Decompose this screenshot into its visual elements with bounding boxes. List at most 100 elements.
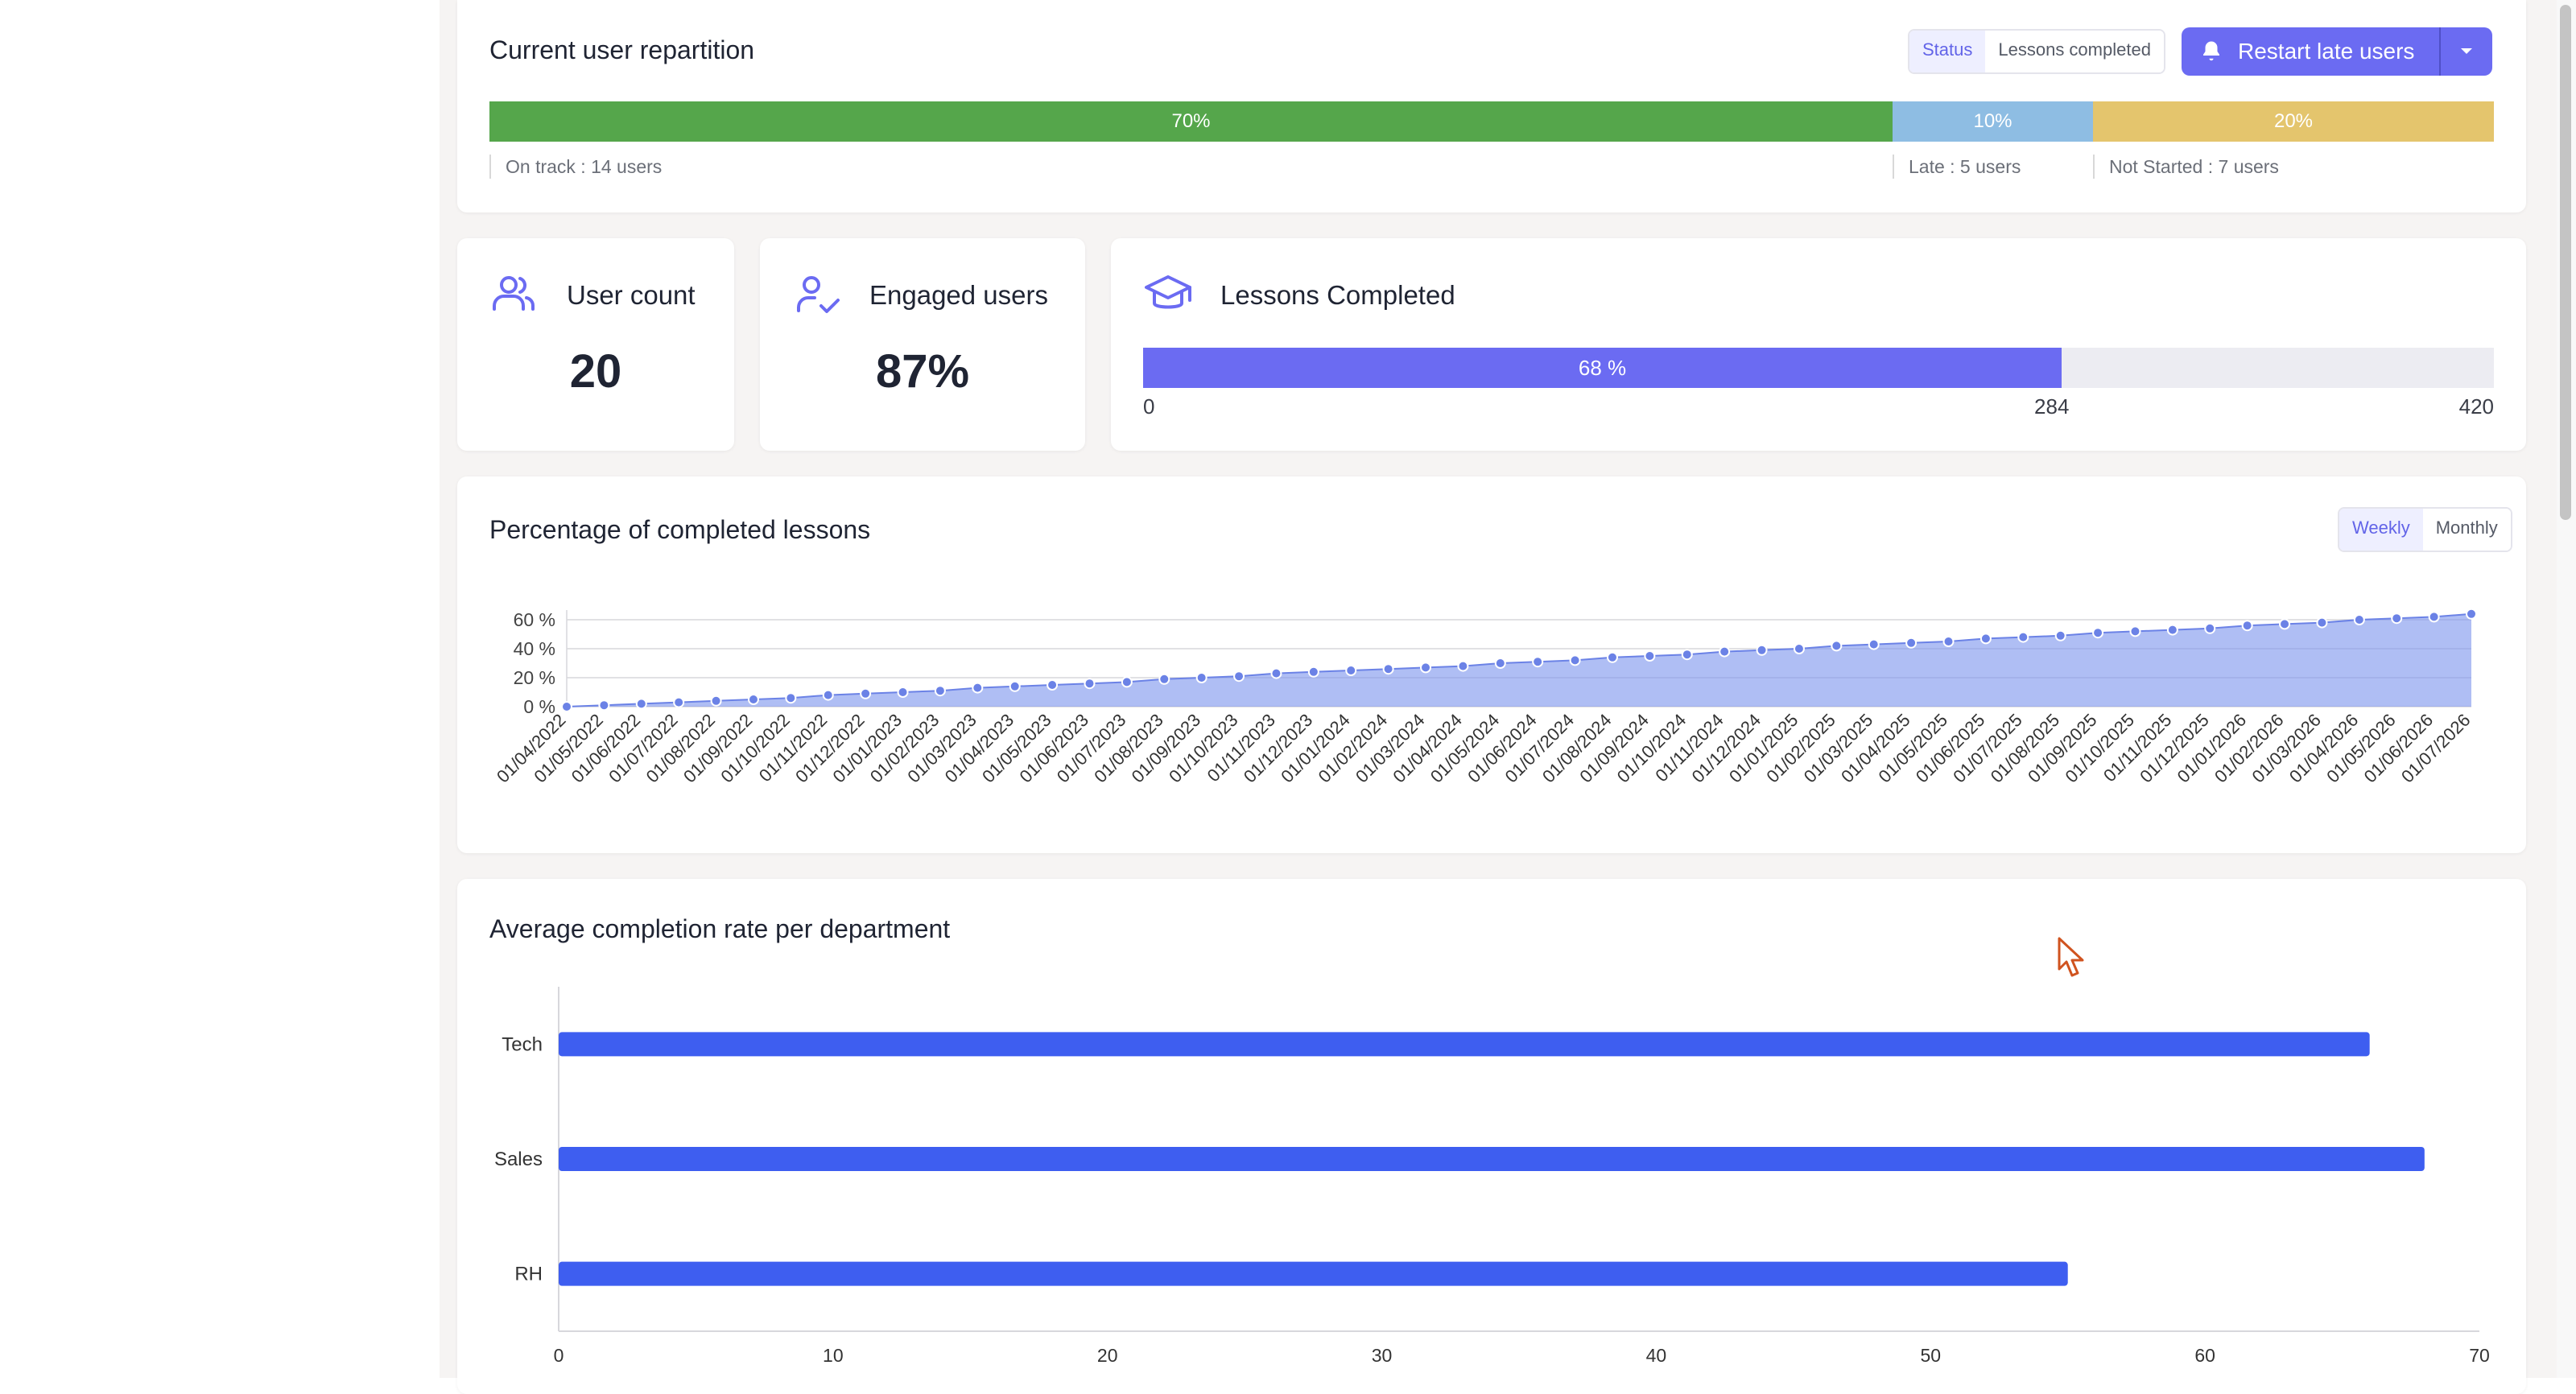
engaged-users-value: 87% <box>875 345 970 398</box>
tab-monthly[interactable]: Monthly <box>2422 509 2511 551</box>
progress-current-label: 284 <box>2034 394 2070 419</box>
department-completion-card: Average completion rate per department T… <box>457 879 2526 1394</box>
series-line <box>566 612 2472 707</box>
progress-max-label: 420 <box>2458 394 2494 419</box>
data-point <box>747 694 759 705</box>
department-chart-title: Average completion rate per department <box>489 914 951 943</box>
data-point <box>1644 650 1656 662</box>
data-point <box>1979 633 1992 645</box>
area-fill <box>567 613 2471 707</box>
data-point <box>1121 676 1133 688</box>
user-count-card: User count 20 <box>457 238 734 451</box>
tab-lessons-completed[interactable]: Lessons completed <box>1985 31 2164 72</box>
repartition-view-toggle: Status Lessons completed <box>1908 29 2165 74</box>
bar-sales <box>559 1147 2425 1171</box>
data-point <box>972 682 984 694</box>
data-point <box>1868 638 1880 650</box>
legend-late: Late : 5 users <box>1893 155 2021 179</box>
segment-late: 10% <box>1893 101 2093 142</box>
data-point <box>860 687 872 699</box>
data-point <box>598 699 610 711</box>
legend-not-started: Not Started : 7 users <box>2093 155 2279 179</box>
page-scrollbar[interactable] <box>2557 0 2576 1378</box>
data-point <box>1569 654 1581 666</box>
data-point <box>1009 680 1021 692</box>
data-point <box>2092 627 2104 639</box>
bell-icon <box>2199 39 2223 64</box>
user-repartition-card: Current user repartition Status Lessons … <box>457 0 2526 212</box>
data-point <box>2391 612 2403 625</box>
data-point <box>1532 656 1544 668</box>
category-label: Sales <box>494 1149 543 1170</box>
data-point <box>2129 625 2141 637</box>
completed-lessons-chart-title: Percentage of completed lessons <box>489 515 871 544</box>
repartition-stacked-bar: 70% 10% 20% <box>489 101 2494 142</box>
data-point <box>635 698 647 710</box>
category-label: RH <box>514 1264 543 1285</box>
data-point <box>2428 611 2440 623</box>
data-point <box>1942 636 1955 647</box>
lessons-completed-card: Lessons Completed 68 % 0 284 420 <box>1111 238 2526 451</box>
x-tick-label: 50 <box>1920 1345 1941 1366</box>
user-check-icon <box>795 275 840 320</box>
data-point <box>897 687 909 698</box>
data-point <box>2279 618 2291 630</box>
button-divider <box>2439 27 2441 76</box>
data-point <box>1307 666 1319 678</box>
segment-not-started: 20% <box>2093 101 2494 142</box>
scrollbar-thumb[interactable] <box>2560 5 2571 520</box>
data-point <box>1270 667 1282 679</box>
data-point <box>2054 629 2066 641</box>
bar-tech <box>559 1032 2370 1057</box>
engaged-users-title: Engaged users <box>869 280 1048 310</box>
repartition-title: Current user repartition <box>489 35 755 64</box>
data-point <box>1084 678 1096 690</box>
x-tick-label: 20 <box>1097 1345 1118 1366</box>
legend-on-track: On track : 14 users <box>489 155 662 179</box>
department-bar-chart: Tech Sales RH 0 10 20 30 40 50 60 70 <box>494 987 2490 1366</box>
data-point <box>673 696 685 708</box>
data-point <box>1831 640 1843 652</box>
data-point <box>2466 608 2477 620</box>
graduation-cap-icon <box>1143 274 1193 321</box>
data-point <box>1681 649 1693 661</box>
data-point <box>1233 670 1245 683</box>
users-icon <box>491 275 536 318</box>
data-point <box>1457 660 1469 672</box>
user-count-value: 20 <box>569 345 622 398</box>
x-tick-label: 60 <box>2194 1345 2215 1366</box>
data-point <box>710 695 722 707</box>
data-point <box>2204 622 2216 634</box>
data-point <box>1158 673 1170 685</box>
restart-late-users-button-group: Restart late users <box>2182 27 2492 76</box>
x-tick-label: 10 <box>823 1345 844 1366</box>
data-point <box>2166 624 2178 636</box>
user-count-title: User count <box>567 280 696 310</box>
data-point <box>1420 662 1432 674</box>
restart-options-dropdown[interactable] <box>2441 27 2492 76</box>
progress-min-label: 0 <box>1143 394 1155 419</box>
bar-rh <box>559 1261 2068 1286</box>
restart-late-users-label: Restart late users <box>2238 39 2415 64</box>
period-toggle: Weekly Monthly <box>2338 507 2512 552</box>
y-tick-label: 40 % <box>514 638 555 659</box>
data-point <box>2353 614 2365 625</box>
data-point <box>1756 644 1768 656</box>
engaged-users-card: Engaged users 87% <box>760 238 1085 451</box>
data-point <box>561 701 572 712</box>
tab-status[interactable]: Status <box>1909 31 1986 72</box>
tab-weekly[interactable]: Weekly <box>2339 509 2423 551</box>
x-tick-label: 30 <box>1372 1345 1393 1366</box>
y-tick-label: 60 % <box>514 609 555 630</box>
data-point <box>1382 663 1394 675</box>
data-point <box>2017 631 2029 643</box>
data-point <box>1719 645 1731 658</box>
data-point <box>1345 665 1357 676</box>
data-point <box>1606 651 1618 663</box>
restart-late-users-button[interactable]: Restart late users <box>2182 27 2439 76</box>
completed-lessons-chart-card: Percentage of completed lessons Weekly M… <box>457 476 2526 853</box>
data-point <box>1494 658 1506 669</box>
lessons-progress-bar: 68 % <box>1143 348 2494 388</box>
x-tick-label: 70 <box>2469 1345 2490 1366</box>
x-tick-label: 0 <box>554 1345 564 1366</box>
